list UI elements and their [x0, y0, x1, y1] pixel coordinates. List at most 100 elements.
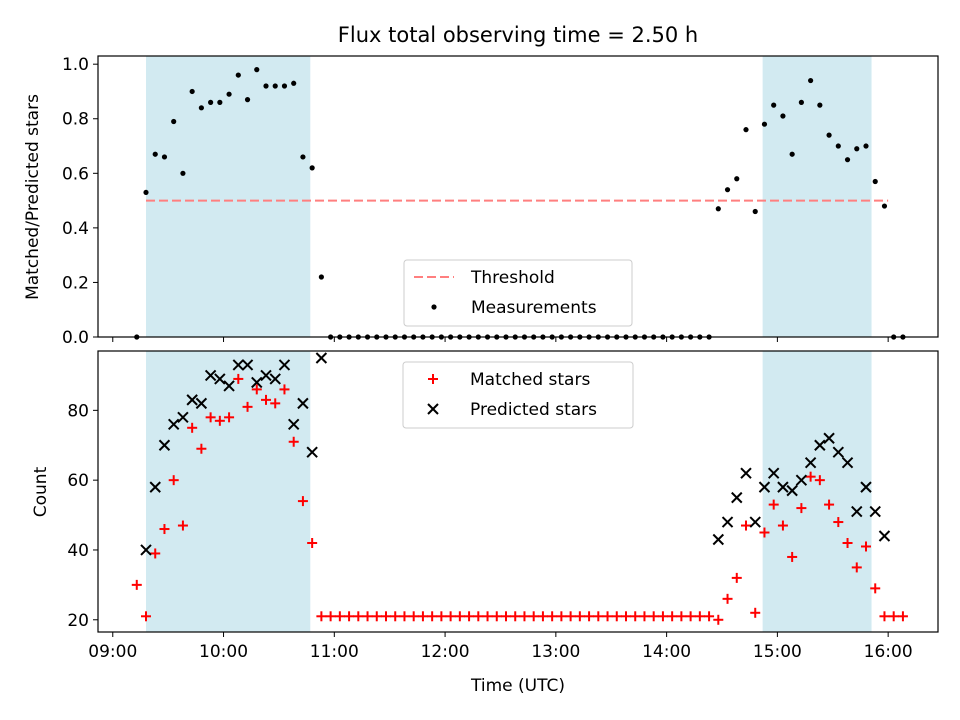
matched-star-point — [694, 611, 705, 622]
marker-stroke — [795, 474, 808, 486]
matched-star-point — [602, 611, 613, 622]
matched-star-point — [741, 520, 751, 531]
x-tick-label: 15:00 — [753, 642, 802, 662]
measurement-point — [235, 72, 241, 78]
measurement-point — [734, 176, 740, 182]
matched-star-point — [685, 611, 696, 622]
matched-star-point — [381, 611, 391, 622]
matched-star-point — [316, 611, 327, 622]
measurement-point — [217, 99, 223, 105]
predicted-star-point — [167, 418, 180, 431]
marker-stroke — [767, 467, 780, 479]
matched-star-point — [897, 611, 908, 622]
measurement-point — [281, 83, 288, 89]
matched-star-point — [787, 551, 798, 562]
matched-star-point — [824, 499, 835, 510]
predicted-star-point — [177, 411, 189, 424]
x-tick-label: 16:00 — [864, 642, 913, 662]
marker-stroke — [204, 369, 217, 382]
matched-star-point — [205, 412, 216, 423]
x-tick-label: 09:00 — [88, 642, 137, 662]
matched-star-point — [768, 499, 779, 510]
measurement-point — [761, 121, 768, 127]
marker-stroke — [814, 439, 826, 451]
predicted-star-point — [878, 530, 891, 542]
shaded-interval — [762, 56, 872, 337]
marker-stroke — [287, 418, 300, 431]
predicted-star-point — [767, 467, 780, 479]
predicted-star-point — [251, 376, 263, 389]
measurement-point — [309, 165, 315, 171]
bottom-y-axis-label: Count — [31, 466, 51, 517]
matched-star-point — [870, 583, 881, 594]
matched-star-point — [436, 611, 447, 622]
matched-star-point — [168, 475, 179, 486]
matched-star-point — [657, 611, 668, 622]
matched-star-point — [796, 503, 807, 514]
matched-star-point — [584, 611, 595, 622]
marker-stroke — [758, 481, 771, 493]
predicted-star-point — [241, 359, 254, 371]
measurement-point — [244, 97, 251, 103]
matched-star-point — [704, 611, 715, 622]
matched-star-point — [362, 611, 373, 622]
matched-star-point — [556, 611, 567, 622]
matched-star-point — [667, 611, 678, 622]
matched-star-point — [731, 572, 742, 583]
predicted-star-point — [851, 505, 863, 518]
shaded-interval — [762, 351, 872, 632]
matched-star-point — [399, 611, 410, 622]
top-y-axis-label: Matched/Predicted stars — [23, 94, 43, 300]
marker-stroke — [260, 369, 272, 382]
matched-star-point — [408, 611, 419, 622]
measurement-point — [872, 178, 878, 185]
matched-star-point — [501, 611, 511, 622]
marker-stroke — [278, 359, 291, 371]
matched-star-point — [639, 611, 650, 622]
matched-star-point — [150, 548, 161, 559]
predicted-star-point — [204, 369, 217, 382]
measurement-point — [835, 143, 841, 149]
marker-stroke — [214, 373, 226, 385]
predicted-star-point — [721, 516, 734, 528]
predicted-star-point — [804, 456, 817, 469]
matched-star-point — [353, 611, 364, 622]
legend-matched-label: Matched stars — [470, 370, 590, 390]
marker-stroke — [851, 505, 863, 518]
matched-star-point — [491, 611, 502, 622]
matched-star-point — [648, 611, 659, 622]
marker-stroke — [195, 397, 208, 410]
top-y-tick-label: 0.2 — [62, 273, 89, 293]
predicted-star-point — [814, 439, 826, 451]
marker-stroke — [731, 491, 743, 504]
matched-star-point — [537, 611, 548, 622]
matched-star-point — [777, 520, 788, 531]
bottom-y-tick-label: 20 — [67, 611, 89, 631]
predicted-star-point — [841, 456, 854, 469]
matched-star-point — [547, 611, 558, 622]
marker-stroke — [721, 516, 734, 528]
bottom-panel: 20 40 60 80 09:00 10:00 11:00 12:00 13:00 14:00 15… — [67, 350, 939, 662]
marker-stroke — [427, 403, 439, 415]
matched-star-point — [242, 401, 253, 412]
matched-star-point — [427, 611, 438, 622]
measurement-point — [318, 274, 324, 280]
top-panel: 0.0 0.2 0.4 0.6 0.8 1.0 Threshold Measurements — [62, 55, 939, 348]
matched-star-point — [141, 611, 151, 622]
matched-star-point — [159, 524, 170, 535]
predicted-star-point — [823, 432, 835, 444]
matched-star-point — [630, 611, 641, 622]
matched-star-point — [344, 611, 355, 622]
shaded-interval — [146, 351, 311, 632]
predicted-star-point — [214, 373, 226, 385]
marker-stroke — [832, 446, 845, 458]
measurement-point — [863, 143, 869, 149]
top-y-tick-label: 0.8 — [62, 110, 89, 130]
matched-star-point — [676, 611, 687, 622]
matched-star-point — [307, 537, 318, 548]
measurement-point — [171, 118, 177, 125]
matched-star-point — [196, 443, 207, 454]
measurement-point — [152, 151, 158, 157]
x-tick-label: 12:00 — [421, 642, 470, 662]
predicted-star-point — [860, 481, 872, 493]
